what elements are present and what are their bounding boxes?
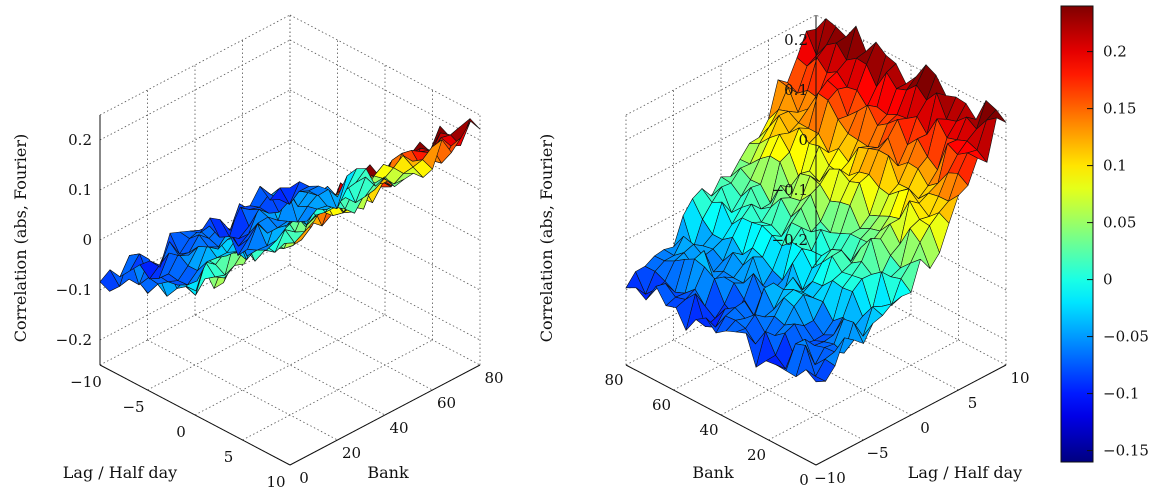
bank-tick-label: 20 [342,444,361,462]
bank-tick-label: 0 [799,471,809,489]
colorbar-tick-label: 0.2 [1103,43,1127,61]
bank-tick-label: 40 [699,421,718,439]
colorbar-tick-label: 0.15 [1103,100,1136,118]
right-surface-mesh [625,18,1007,383]
left-bank-axis-label: Bank [367,463,409,482]
lag-tick-label: 10 [1010,369,1029,387]
left-surface-plot: −0.2 −0.1 0 0.1 0.2 −10 −5 0 5 10 0 20 40 60 80 Correl… [11,14,504,490]
bank-tick-label: 40 [389,419,408,437]
z-tick-label: 0.1 [68,181,92,199]
colorbar-ticks: 0.2 0.15 0.1 0.05 0 −0.05 −0.1 −0.15 [1087,43,1149,460]
z-tick-label: −0.2 [56,331,92,349]
z-tick-label: 0 [82,231,92,249]
surface-patch [805,369,826,383]
colorbar-tick-label: 0.05 [1103,214,1136,232]
colorbar-tick-label: 0 [1103,271,1113,289]
right-bank-axis-label: Bank [692,463,734,482]
right-lag-axis-label: Lag / Half day [908,463,1022,482]
lag-tick-label: 10 [266,473,285,490]
left-surface-mesh [99,118,481,297]
left-grid [99,14,481,466]
lag-tick-label: −5 [866,444,888,462]
z-tick-label: 0.1 [784,81,808,99]
right-z-axis-label: Correlation (abs, Fourier) [537,134,556,343]
left-z-axis-label: Correlation (abs, Fourier) [11,134,30,343]
lag-tick-label: 0 [176,423,186,441]
colorbar-gradient [1061,6,1093,462]
lag-tick-label: 0 [920,419,930,437]
colorbar-tick-label: −0.05 [1103,328,1149,346]
z-tick-label: 0.2 [784,31,808,49]
left-lag-axis-label: Lag / Half day [63,463,177,482]
colorbar-tick-label: 0.1 [1103,157,1127,175]
bank-tick-label: 80 [484,369,503,387]
left-axes: −0.2 −0.1 0 0.1 0.2 −10 −5 0 5 10 0 20 40 60 80 [56,115,504,490]
colorbar-tick-label: −0.15 [1103,442,1149,460]
lag-tick-label: 5 [968,394,978,412]
bank-tick-label: 20 [747,446,766,464]
right-surface-plot: −0.2 −0.1 0 0.1 0.2 −10 −5 0 5 10 0 20 40 60 80 Correl… [537,14,1030,489]
bank-tick-label: 80 [604,371,623,389]
z-tick-label: −0.1 [772,181,808,199]
lag-tick-label: −10 [70,373,102,391]
lag-tick-label: 5 [224,448,234,466]
lag-tick-label: −5 [122,398,144,416]
colorbar-tick-label: −0.1 [1103,385,1139,403]
z-tick-label: −0.2 [772,231,808,249]
bank-tick-label: 60 [437,394,456,412]
z-tick-label: 0.2 [68,131,92,149]
z-tick-label: −0.1 [56,281,92,299]
lag-tick-label: −10 [814,469,846,487]
right-axes: −0.2 −0.1 0 0.1 0.2 −10 −5 0 5 10 0 20 40 60 80 [604,15,1030,489]
surface-patch [279,181,300,205]
colorbar: 0.2 0.15 0.1 0.05 0 −0.05 −0.1 −0.15 [1060,5,1149,463]
bank-tick-label: 0 [299,469,309,487]
colorbar-frame [1060,5,1094,463]
bank-tick-label: 60 [652,396,671,414]
z-tick-label: 0 [798,131,808,149]
